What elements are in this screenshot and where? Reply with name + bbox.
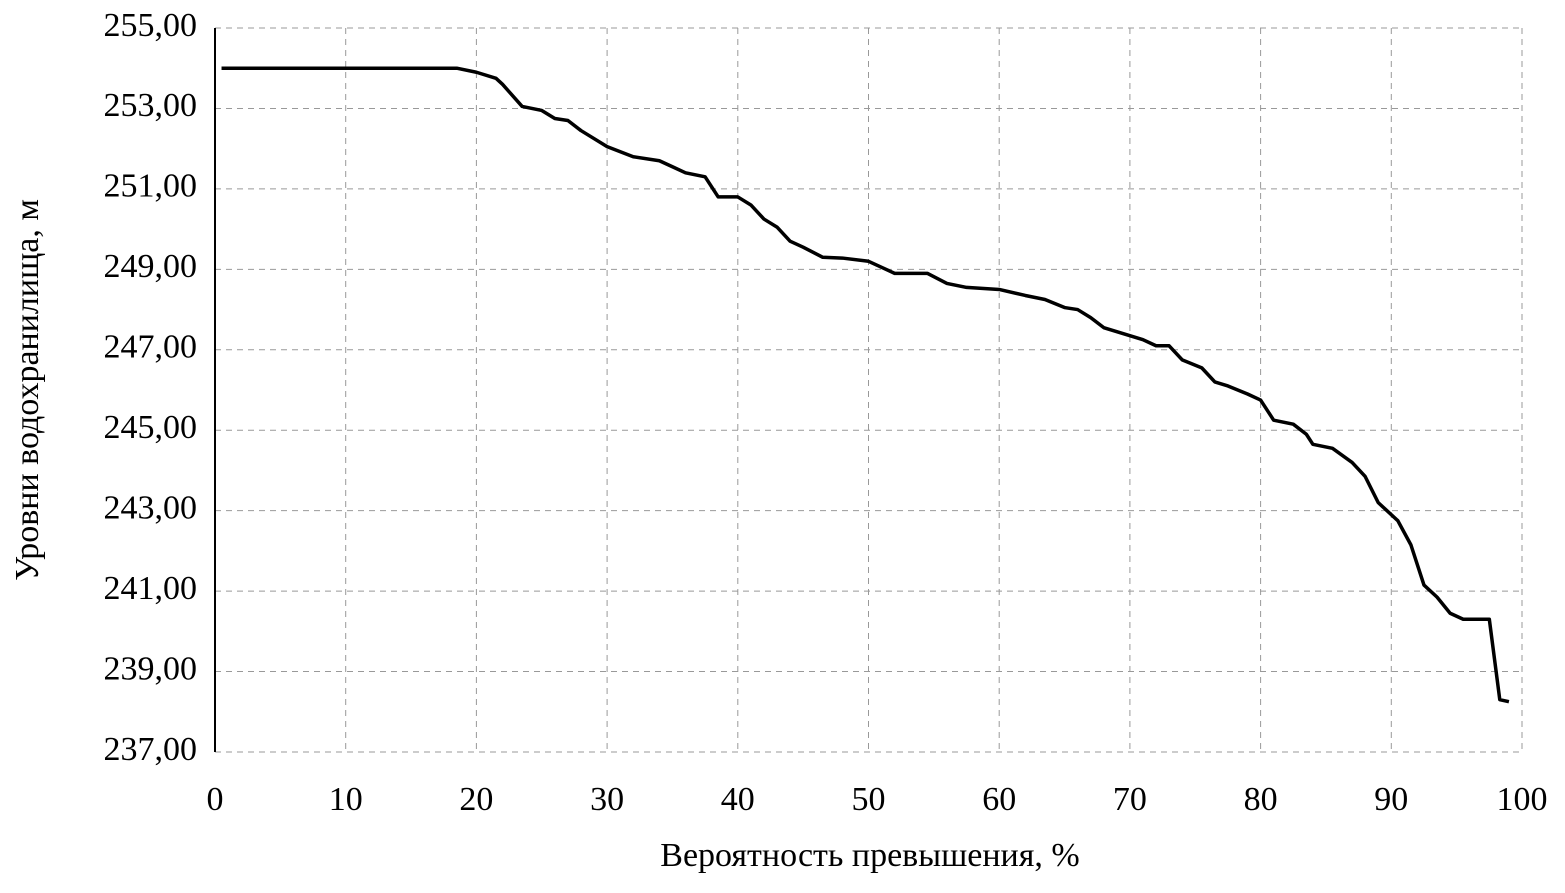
x-tick-label: 70 xyxy=(1113,781,1147,818)
y-tick-label: 255,00 xyxy=(104,7,198,44)
x-axis-label: Вероятность превышения, % xyxy=(660,837,1079,874)
y-tick-label: 251,00 xyxy=(104,168,198,205)
x-tick-label: 30 xyxy=(590,781,624,818)
y-tick-label: 241,00 xyxy=(104,570,198,607)
x-tick-label: 0 xyxy=(207,781,224,818)
y-tick-label: 249,00 xyxy=(104,248,198,285)
y-tick-label: 247,00 xyxy=(104,329,198,366)
x-tick-label: 100 xyxy=(1497,781,1548,818)
x-tick-label: 90 xyxy=(1374,781,1408,818)
y-tick-label: 253,00 xyxy=(104,87,198,124)
x-tick-label: 40 xyxy=(721,781,755,818)
y-tick-label: 243,00 xyxy=(104,489,198,526)
y-tick-label: 245,00 xyxy=(104,409,198,446)
data-line xyxy=(221,66,1510,704)
x-tick-label: 50 xyxy=(852,781,886,818)
x-tick-label: 20 xyxy=(459,781,493,818)
x-tick-label: 60 xyxy=(982,781,1016,818)
y-axis-label: Уровни водохранилища, м xyxy=(9,199,46,581)
y-tick-label: 239,00 xyxy=(104,650,198,687)
y-tick-label: 237,00 xyxy=(104,731,198,768)
x-tick-label: 10 xyxy=(329,781,363,818)
x-tick-label: 80 xyxy=(1244,781,1278,818)
